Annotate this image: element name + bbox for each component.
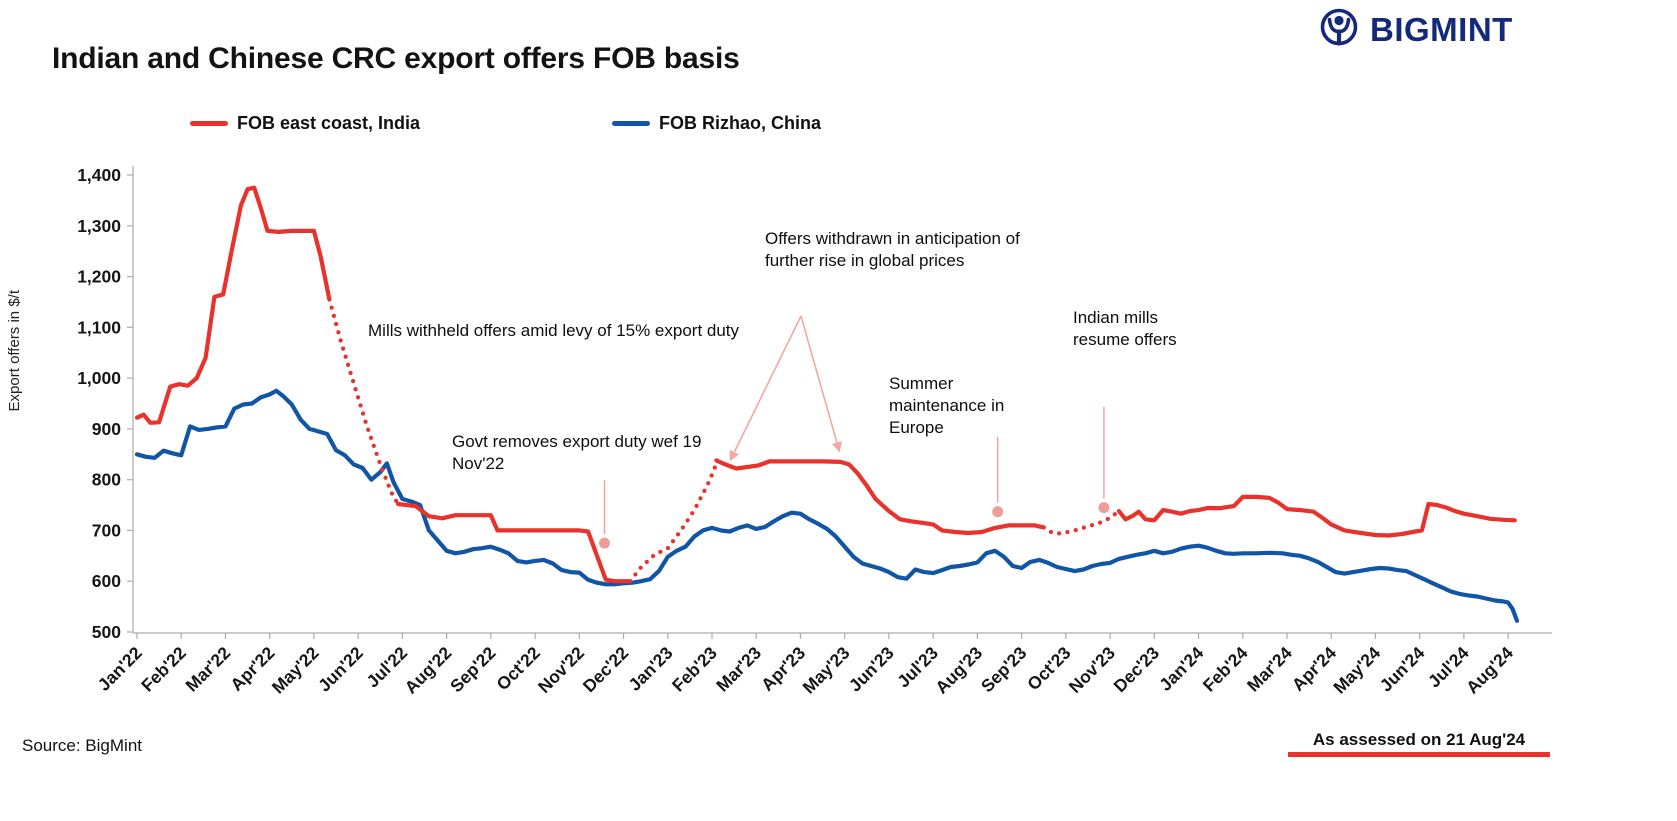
svg-text:Jun'23: Jun'23 bbox=[845, 643, 898, 696]
annotation-mills-withheld: Mills withheld offers amid levy of 15% e… bbox=[368, 321, 740, 340]
svg-text:Feb'22: Feb'22 bbox=[137, 643, 190, 696]
annotation-offers-withdrawn: Offers withdrawn in anticipation of furt… bbox=[765, 229, 1020, 270]
svg-text:Jan'23: Jan'23 bbox=[624, 643, 676, 695]
legend-swatch-china bbox=[612, 120, 650, 126]
series-line-india bbox=[714, 458, 1046, 536]
svg-text:Mar'22: Mar'22 bbox=[181, 642, 234, 695]
bigmint-logo-text: BIGMINT bbox=[1370, 11, 1513, 48]
series-line-india bbox=[1041, 509, 1121, 536]
svg-text:Feb'23: Feb'23 bbox=[668, 643, 721, 696]
svg-text:700: 700 bbox=[92, 520, 121, 540]
source-note: Source: BigMint bbox=[22, 736, 142, 755]
svg-text:500: 500 bbox=[92, 622, 121, 642]
series-line-india bbox=[628, 459, 719, 584]
annotation-dot bbox=[1098, 502, 1110, 514]
chart-title: Indian and Chinese CRC export offers FOB… bbox=[52, 42, 740, 75]
svg-text:Aug'22: Aug'22 bbox=[401, 643, 456, 698]
annotation-summer-maintenance: Summer maintenance in Europe bbox=[889, 374, 1005, 437]
annotation-mills-resume: Indian mills resume offers bbox=[1073, 308, 1177, 349]
svg-text:Feb'24: Feb'24 bbox=[1199, 643, 1252, 696]
svg-text:May'22: May'22 bbox=[268, 642, 323, 697]
svg-text:May'23: May'23 bbox=[799, 642, 854, 697]
svg-text:May'24: May'24 bbox=[1329, 642, 1384, 697]
assessment-underline bbox=[1288, 752, 1550, 757]
series-line-china bbox=[134, 388, 1520, 623]
svg-text:Nov'22: Nov'22 bbox=[534, 642, 588, 696]
series-line-india bbox=[1116, 494, 1517, 538]
svg-text:Mar'24: Mar'24 bbox=[1243, 642, 1296, 695]
annotation-arrow bbox=[800, 315, 842, 453]
svg-text:1,200: 1,200 bbox=[77, 267, 121, 287]
annotation-dot bbox=[599, 537, 610, 549]
svg-text:1,100: 1,100 bbox=[77, 317, 121, 337]
bigmint-logo-icon bbox=[1320, 8, 1358, 46]
svg-text:Nov'23: Nov'23 bbox=[1065, 642, 1119, 696]
bigmint-logo: BIGMINT bbox=[1316, 6, 1513, 54]
svg-text:900: 900 bbox=[92, 419, 121, 439]
svg-text:Dec'22: Dec'22 bbox=[579, 643, 633, 697]
legend-label-china: FOB Rizhao, China bbox=[659, 112, 821, 133]
svg-text:1,000: 1,000 bbox=[77, 368, 121, 388]
svg-text:Dec'23: Dec'23 bbox=[1110, 643, 1164, 697]
svg-text:1,300: 1,300 bbox=[77, 216, 121, 236]
svg-text:Mar'23: Mar'23 bbox=[712, 642, 765, 695]
svg-text:800: 800 bbox=[92, 470, 121, 490]
svg-text:Sep'22: Sep'22 bbox=[446, 643, 500, 697]
svg-text:Sep'23: Sep'23 bbox=[977, 643, 1031, 697]
annotation-govt-removes-duty: Govt removes export duty wef 19 Nov'22 bbox=[452, 432, 702, 473]
svg-text:Jan'24: Jan'24 bbox=[1155, 643, 1207, 695]
legend-item-china: FOB Rizhao, China bbox=[612, 112, 821, 134]
legend-label-india: FOB east coast, India bbox=[237, 112, 421, 133]
series-line-india bbox=[395, 501, 633, 584]
svg-text:Jun'24: Jun'24 bbox=[1376, 643, 1429, 696]
svg-text:600: 600 bbox=[92, 571, 121, 591]
assessment-note: As assessed on 21 Aug'24 bbox=[1312, 730, 1526, 749]
svg-text:Jan'22: Jan'22 bbox=[94, 643, 146, 695]
annotation-arrow bbox=[729, 315, 802, 462]
svg-text:1,400: 1,400 bbox=[77, 165, 121, 185]
legend-swatch-india bbox=[190, 120, 228, 126]
series-line-india bbox=[327, 297, 401, 507]
annotation-dot bbox=[992, 506, 1004, 518]
svg-text:Aug'24: Aug'24 bbox=[1462, 643, 1517, 698]
series-line-india bbox=[134, 185, 332, 425]
legend-item-india: FOB east coast, India bbox=[190, 112, 420, 134]
svg-text:Jun'22: Jun'22 bbox=[314, 643, 367, 696]
svg-text:Aug'23: Aug'23 bbox=[931, 643, 986, 698]
